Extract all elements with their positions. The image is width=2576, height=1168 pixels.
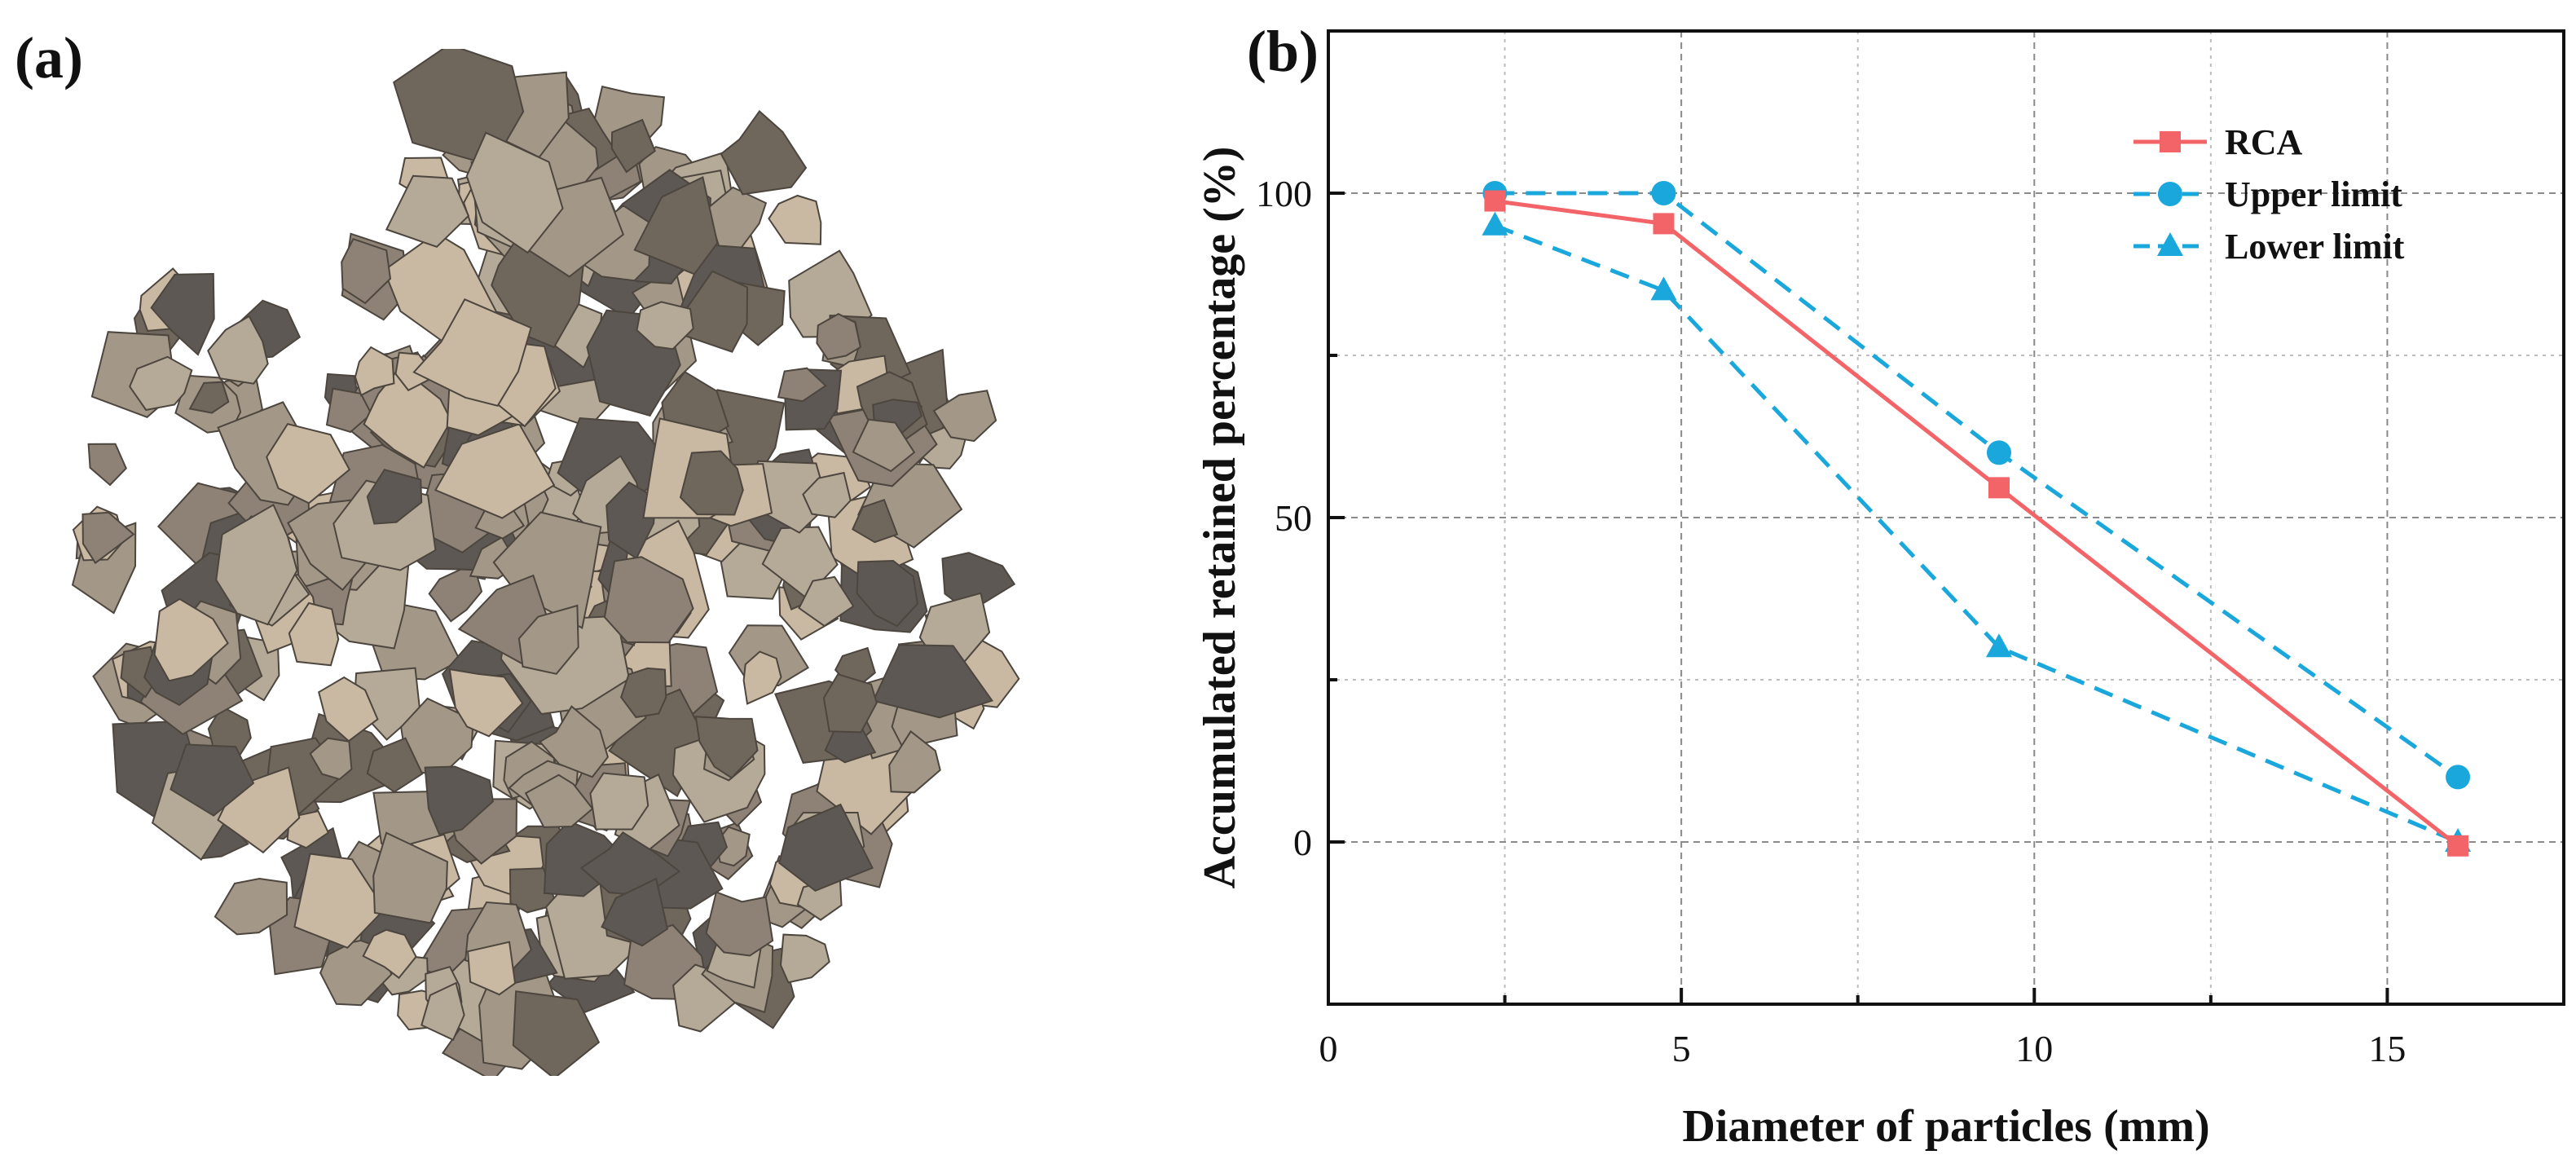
rock bbox=[539, 705, 610, 778]
rock bbox=[694, 716, 759, 779]
rock bbox=[816, 312, 862, 360]
rock bbox=[87, 443, 127, 487]
panel-a-label: (a) bbox=[15, 25, 83, 90]
chart-series bbox=[1482, 181, 2472, 857]
rock bbox=[778, 803, 874, 892]
marker-circle bbox=[2158, 182, 2182, 206]
marker-triangle bbox=[1482, 211, 1508, 236]
marker-circle bbox=[1651, 181, 1676, 205]
rock bbox=[822, 673, 878, 734]
panel-b-label: (b) bbox=[1247, 19, 1319, 84]
rock bbox=[517, 604, 579, 675]
rock bbox=[309, 737, 353, 781]
rock bbox=[610, 118, 656, 174]
rock bbox=[153, 597, 229, 682]
y-tick-label: 100 bbox=[1256, 173, 1312, 214]
rock bbox=[856, 559, 918, 628]
rock bbox=[742, 650, 782, 705]
marker-square bbox=[1653, 213, 1675, 235]
legend-label: Upper limit bbox=[2225, 174, 2402, 214]
marker-circle bbox=[2446, 765, 2471, 790]
rock bbox=[363, 366, 452, 469]
rock bbox=[188, 381, 230, 414]
rock bbox=[492, 511, 602, 629]
rock bbox=[796, 876, 843, 921]
rock bbox=[932, 390, 997, 443]
rock bbox=[802, 471, 852, 518]
rock bbox=[434, 423, 556, 519]
rock bbox=[215, 503, 298, 626]
rock bbox=[512, 990, 601, 1076]
rock bbox=[679, 450, 744, 516]
rock bbox=[601, 877, 669, 947]
marker-triangle bbox=[2157, 232, 2183, 256]
rock bbox=[619, 667, 667, 719]
rock bbox=[798, 575, 855, 628]
x-axis-title: Diameter of particles (mm) bbox=[1682, 1101, 2209, 1152]
y-axis-title: Accumulated retained percentage (%) bbox=[1195, 147, 1245, 889]
rock bbox=[288, 602, 340, 667]
rock bbox=[150, 272, 215, 356]
rock bbox=[524, 774, 594, 828]
x-tick-label: 5 bbox=[1672, 1028, 1691, 1069]
series-line-rca bbox=[1495, 199, 2459, 848]
marker-square bbox=[1484, 190, 1506, 212]
marker-circle bbox=[1986, 440, 2011, 465]
rock bbox=[636, 301, 694, 350]
series-line-lower-limit bbox=[1494, 223, 2459, 844]
y-tick-label: 0 bbox=[1293, 822, 1312, 863]
aggregate-rocks bbox=[71, 49, 1020, 1076]
rock bbox=[341, 237, 392, 305]
x-tick-label: 10 bbox=[2015, 1028, 2053, 1069]
rock bbox=[633, 176, 719, 275]
aggregate-photo bbox=[71, 49, 1020, 1076]
legend-label: RCA bbox=[2225, 122, 2303, 162]
rock bbox=[412, 298, 532, 407]
rock bbox=[354, 346, 395, 397]
rock bbox=[362, 928, 417, 980]
rock bbox=[603, 556, 694, 644]
legend-label: Lower limit bbox=[2225, 227, 2405, 267]
rock bbox=[366, 737, 424, 793]
rock bbox=[777, 367, 827, 403]
chart-legend: RCA Upper limit Lower limit bbox=[2133, 122, 2405, 267]
rock bbox=[129, 355, 193, 412]
rock bbox=[872, 644, 994, 719]
rock bbox=[705, 891, 774, 957]
rock bbox=[293, 853, 386, 949]
rock bbox=[366, 469, 423, 525]
rock bbox=[465, 131, 564, 254]
marker-square bbox=[2447, 835, 2469, 857]
rock bbox=[424, 765, 494, 835]
marker-square bbox=[1988, 477, 2010, 499]
x-tick-label: 15 bbox=[2368, 1028, 2406, 1069]
series-line-upper-limit bbox=[1495, 191, 2459, 779]
rock bbox=[768, 194, 822, 245]
x-tick-label: 0 bbox=[1319, 1028, 1338, 1069]
rock bbox=[467, 941, 517, 996]
chart-ticks: 0 5 10 15 0 50 100 bbox=[1256, 173, 2565, 1069]
rock bbox=[81, 511, 135, 565]
rock bbox=[720, 110, 808, 196]
rock bbox=[589, 772, 650, 831]
marker-square bbox=[2160, 131, 2181, 152]
marker-triangle bbox=[1650, 276, 1677, 301]
rock bbox=[266, 422, 351, 505]
rock bbox=[372, 831, 448, 924]
rock bbox=[852, 418, 916, 473]
rock bbox=[852, 499, 899, 544]
rock bbox=[207, 315, 269, 385]
rock bbox=[888, 729, 941, 794]
rock bbox=[421, 981, 465, 1042]
rock bbox=[448, 668, 524, 738]
rock bbox=[385, 174, 470, 248]
y-tick-label: 50 bbox=[1275, 497, 1312, 539]
rock bbox=[170, 743, 255, 817]
rock bbox=[214, 877, 288, 936]
rock bbox=[325, 387, 372, 434]
marker-triangle bbox=[1985, 633, 2012, 658]
rock bbox=[779, 933, 830, 984]
